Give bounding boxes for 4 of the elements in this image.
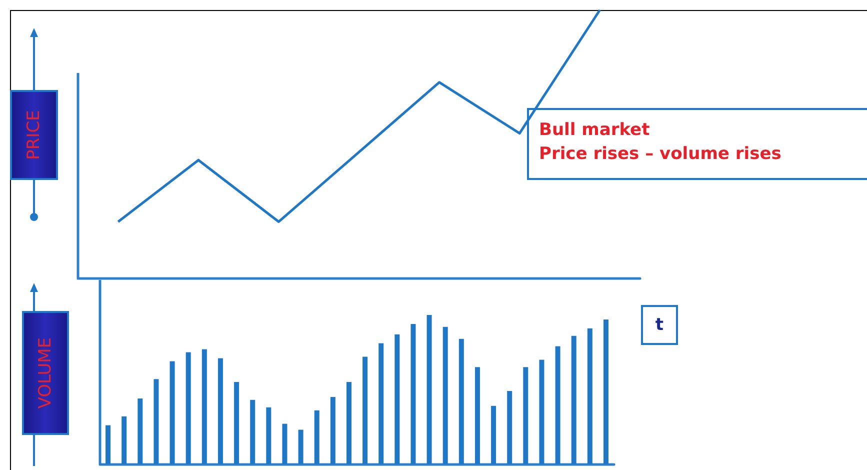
text-box: Bull market Price rises – volume rises [527,108,867,180]
y-axis-title: VOLUME [36,337,56,409]
x-axis-title: t [641,305,678,345]
y-axis-title: PRICE [24,110,44,160]
